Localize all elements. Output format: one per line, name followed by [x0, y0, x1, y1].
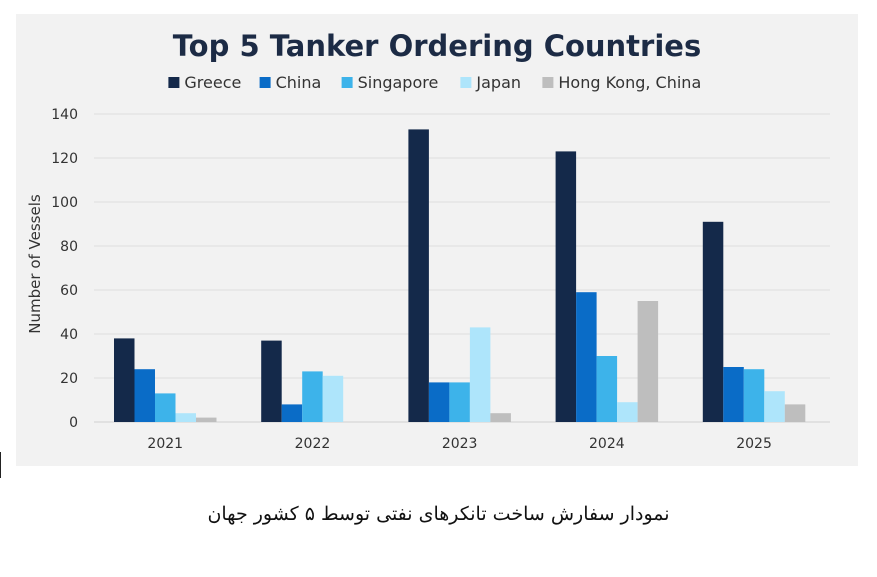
y-tick-label: 140	[51, 107, 78, 123]
bar-greece-2024	[555, 151, 577, 422]
y-tick-label: 20	[60, 371, 78, 387]
bar-japan-2025	[764, 391, 785, 422]
legend-label: Singapore	[358, 73, 439, 92]
legend-swatch	[341, 77, 353, 88]
chart-title: Top 5 Tanker Ordering Countries	[173, 29, 701, 63]
bar-greece-2025	[702, 221, 724, 422]
bar-singapore-2025	[743, 369, 765, 422]
bar-singapore-2022	[302, 371, 323, 422]
bar-hong-kong-china-2024	[637, 301, 659, 422]
bar-china-2022	[281, 404, 303, 422]
legend-swatch	[542, 77, 554, 88]
bar-singapore-2023	[449, 382, 470, 422]
bar-japan-2024	[617, 402, 638, 422]
bar-hong-kong-china-2021	[196, 417, 217, 422]
x-tick-label: 2021	[147, 436, 183, 452]
legend: Greece China Singapore Japan Hong Kong, Chin…	[168, 73, 701, 92]
chart-panel: Top 5 Tanker Ordering Countries Greece Ch…	[16, 14, 858, 466]
bar-greece-2023	[408, 129, 429, 422]
bar-japan-2022	[322, 375, 344, 422]
y-tick-label: 120	[51, 151, 78, 167]
bar-greece-2021	[114, 338, 135, 422]
legend-swatch	[460, 77, 472, 88]
gridlines	[94, 113, 830, 423]
legend-label: Japan	[475, 73, 521, 92]
legend-label: Hong Kong, China	[558, 73, 701, 92]
figure-caption: نمودار سفارش ساخت تانکرهای نفتی توسط ۵ ک…	[207, 503, 670, 525]
y-tick-label: 100	[51, 195, 78, 211]
y-tick-label: 60	[60, 283, 78, 299]
bar-china-2021	[134, 369, 155, 422]
bar-japan-2021	[175, 413, 196, 422]
bar-chart: Top 5 Tanker Ordering Countries Greece Ch…	[26, 29, 830, 452]
y-tick-label: 80	[60, 239, 78, 255]
bar-hong-kong-china-2025	[784, 404, 806, 422]
legend-swatch	[168, 77, 180, 88]
y-axis-label: Number of Vessels	[26, 194, 44, 334]
x-axis: 2021 2022 2023 2024 2025	[147, 436, 771, 452]
bar-greece-2022	[261, 340, 282, 422]
x-tick-label: 2025	[736, 436, 772, 452]
legend-swatch	[259, 77, 271, 88]
x-tick-label: 2024	[589, 436, 625, 452]
bar-china-2024	[576, 292, 597, 422]
x-tick-label: 2023	[442, 436, 478, 452]
legend-label: Greece	[184, 73, 241, 92]
bar-singapore-2021	[155, 393, 176, 422]
y-axis: 0 20 40 60 80 100 120 140	[51, 107, 78, 431]
edge-divider	[0, 452, 1, 478]
y-tick-label: 40	[60, 327, 78, 343]
bar-hong-kong-china-2023	[490, 413, 511, 422]
bars	[114, 129, 806, 422]
legend-label: China	[276, 73, 322, 92]
y-tick-label: 0	[69, 415, 78, 431]
bar-singapore-2024	[596, 356, 618, 422]
bar-china-2023	[428, 382, 450, 422]
bar-japan-2023	[469, 327, 491, 422]
bar-china-2025	[723, 367, 744, 422]
x-tick-label: 2022	[295, 436, 331, 452]
